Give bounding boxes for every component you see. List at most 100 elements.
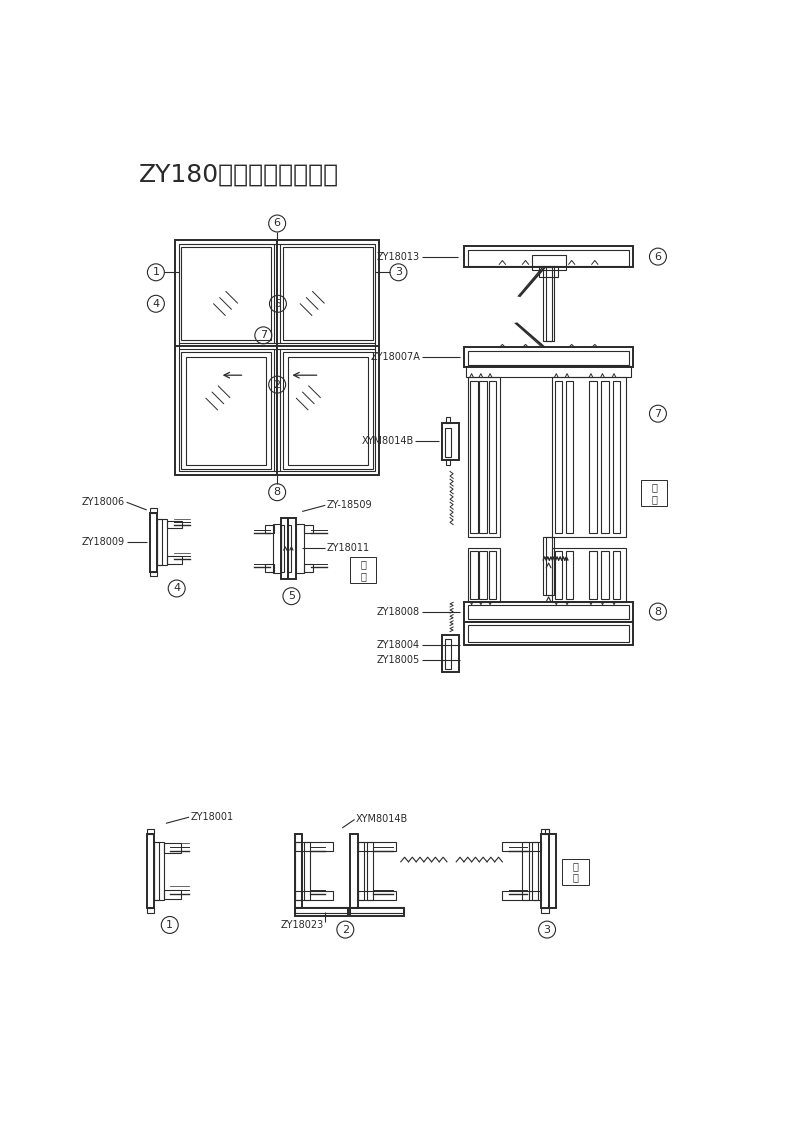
Text: 室
外: 室 外 <box>651 482 657 503</box>
Bar <box>522 841 529 900</box>
Bar <box>273 524 281 573</box>
Bar <box>479 380 487 533</box>
Text: 8: 8 <box>654 606 662 616</box>
Bar <box>163 844 181 853</box>
Bar <box>283 247 373 340</box>
Bar <box>489 380 496 533</box>
Text: 2: 2 <box>274 380 281 389</box>
Bar <box>613 380 620 533</box>
Bar <box>150 509 158 513</box>
Bar <box>283 352 373 469</box>
Bar <box>541 834 549 908</box>
Text: ZY18007A: ZY18007A <box>370 353 420 362</box>
Text: ZY18013: ZY18013 <box>377 251 420 261</box>
Bar <box>549 834 556 908</box>
Bar <box>546 537 552 595</box>
Bar <box>468 377 500 537</box>
Bar <box>553 377 626 537</box>
Text: 4: 4 <box>152 299 159 309</box>
Bar <box>288 518 296 579</box>
Bar <box>554 551 562 599</box>
Bar <box>146 834 154 908</box>
Bar <box>294 891 333 900</box>
Bar <box>468 549 500 602</box>
Bar <box>442 423 459 460</box>
Text: ZY18004: ZY18004 <box>377 640 420 649</box>
Bar <box>468 250 630 266</box>
Bar <box>266 525 274 533</box>
Bar <box>281 525 284 571</box>
Text: 室
外: 室 外 <box>573 861 578 882</box>
Bar <box>158 519 162 566</box>
Bar <box>590 551 597 599</box>
Bar <box>601 551 609 599</box>
Text: 7: 7 <box>260 330 267 340</box>
Bar <box>266 564 274 571</box>
Bar <box>367 841 373 900</box>
Text: ZY18009: ZY18009 <box>82 537 125 547</box>
Text: 8: 8 <box>274 487 281 498</box>
Bar <box>468 624 630 641</box>
Bar <box>182 352 271 469</box>
Bar <box>296 524 304 573</box>
Bar <box>150 513 158 571</box>
Bar <box>146 908 154 914</box>
Bar <box>464 602 634 622</box>
Text: 3: 3 <box>395 267 402 277</box>
Bar <box>464 245 634 267</box>
Text: 1: 1 <box>152 267 159 277</box>
Text: 7: 7 <box>654 408 662 418</box>
Bar <box>163 890 181 899</box>
Text: 1: 1 <box>166 920 174 930</box>
Bar <box>182 247 271 340</box>
Text: ZY-18509: ZY-18509 <box>327 500 373 510</box>
Bar <box>288 525 291 571</box>
Bar <box>613 551 620 599</box>
Bar <box>304 564 313 571</box>
Bar <box>442 634 459 672</box>
Text: XYM8014B: XYM8014B <box>362 437 414 447</box>
Bar <box>358 891 396 900</box>
Bar <box>502 891 541 900</box>
Bar <box>566 551 574 599</box>
Text: 6: 6 <box>274 218 281 228</box>
Bar <box>546 267 552 340</box>
Bar <box>350 908 404 916</box>
Bar <box>641 480 667 506</box>
Bar <box>294 841 301 900</box>
Bar <box>175 241 379 475</box>
Bar <box>154 841 159 900</box>
Bar <box>166 556 182 564</box>
Text: 3: 3 <box>543 924 550 934</box>
Bar <box>468 352 630 365</box>
Bar <box>532 256 566 270</box>
Bar <box>446 459 450 465</box>
Text: 4: 4 <box>173 584 180 594</box>
Bar <box>154 841 164 900</box>
Bar <box>470 380 478 533</box>
Bar <box>554 380 562 533</box>
Bar <box>470 551 478 599</box>
Text: ZY18008: ZY18008 <box>377 606 420 616</box>
Bar <box>553 549 626 602</box>
Text: ZY18023: ZY18023 <box>281 920 324 930</box>
Bar <box>294 907 349 913</box>
Text: 5: 5 <box>274 299 282 309</box>
Bar <box>446 416 450 423</box>
Bar <box>288 357 369 465</box>
Bar <box>179 244 375 472</box>
Bar <box>543 267 554 340</box>
Bar <box>350 834 358 908</box>
Text: 6: 6 <box>654 251 662 261</box>
Bar <box>146 829 154 834</box>
Bar <box>304 841 310 900</box>
Bar <box>532 841 538 900</box>
Bar <box>502 841 541 851</box>
Bar <box>358 841 396 851</box>
Bar <box>566 380 574 533</box>
Bar <box>294 841 333 851</box>
Text: ZY18006: ZY18006 <box>82 498 125 507</box>
Bar <box>294 834 302 908</box>
Bar <box>464 622 634 645</box>
Bar <box>541 829 549 834</box>
